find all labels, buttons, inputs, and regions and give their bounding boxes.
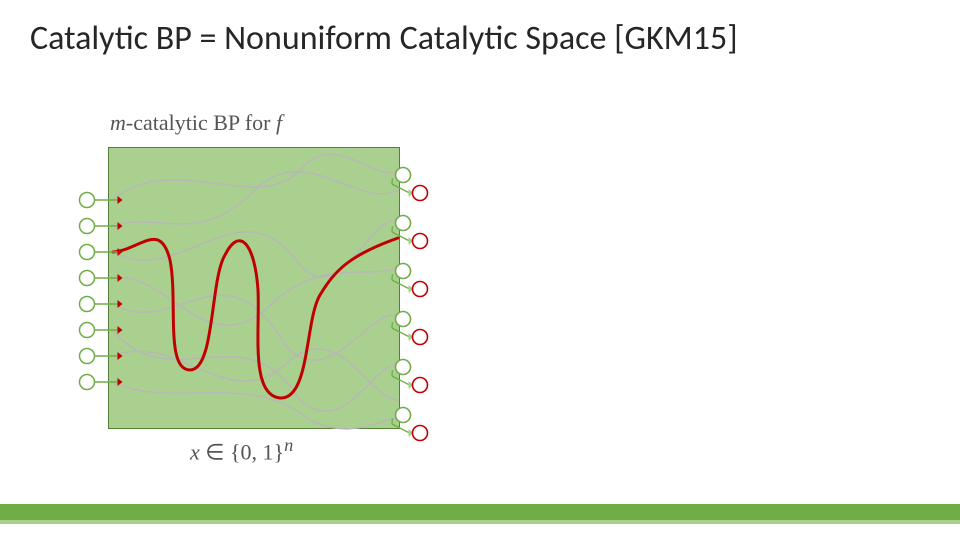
cap-bot-exp: n [284, 435, 293, 455]
cap-bot-x: x [190, 439, 200, 464]
cap-bot-set: {0, 1} [230, 439, 284, 464]
cap-top-f: f [276, 110, 282, 135]
footer-accent-line [0, 520, 960, 524]
footer-bar [0, 504, 960, 520]
bp-box [108, 147, 400, 429]
cap-bot-in: ∈ [200, 439, 230, 464]
cap-top-m: m [110, 110, 126, 135]
caption-bottom: x ∈ {0, 1}n [190, 435, 293, 465]
caption-top: m-catalytic BP for f [110, 110, 282, 136]
cap-top-mid: -catalytic BP for [126, 110, 276, 135]
slide-title: Catalytic BP = Nonuniform Catalytic Spac… [30, 18, 738, 59]
